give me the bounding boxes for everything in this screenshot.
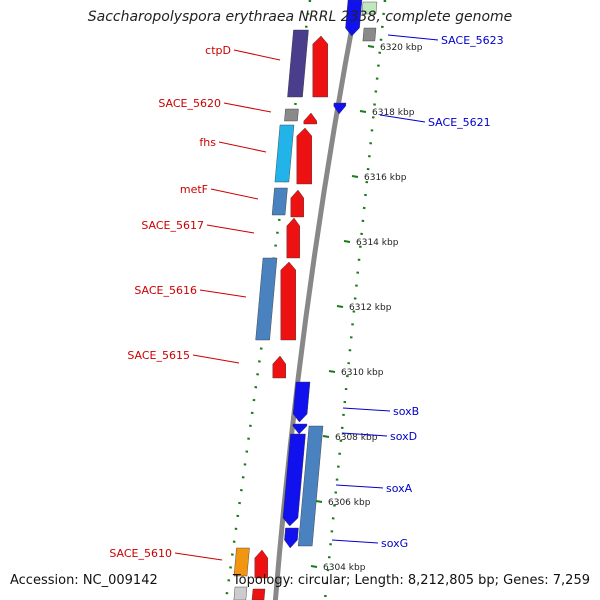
gene-label-left: metF [180, 183, 208, 196]
gene-soxG-tail [284, 527, 299, 549]
gene-ctpD [312, 35, 328, 98]
tick-mark [315, 500, 323, 503]
tick-label: 6314 kbp [356, 238, 399, 248]
gene-label-left: SACE_5617 [141, 219, 204, 232]
gene-soxA [282, 433, 306, 527]
gene-features [233, 0, 378, 600]
gene-label-right: soxA [386, 482, 413, 495]
gene-label-left: ctpD [205, 44, 231, 57]
gene-label-right: soxD [390, 430, 417, 443]
gene-metF [290, 189, 304, 218]
tick-mark [322, 435, 330, 438]
gene-SACE_5610-cds [233, 547, 250, 577]
gene-bottom-gray [233, 586, 248, 600]
gene-SACE_5617 [286, 217, 300, 259]
gene-SACE_5623-small [362, 27, 377, 42]
tick-label: 6304 kbp [323, 563, 366, 573]
gene-label-left: SACE_5615 [127, 349, 190, 362]
tick-mark [351, 175, 359, 178]
gene-SACE_5621 [333, 102, 347, 115]
gene-label-left: SACE_5620 [158, 97, 221, 110]
gene-bottom-red [251, 588, 266, 600]
genome-backbone [272, 0, 360, 600]
tick-mark [359, 110, 367, 113]
gene-SACE_5620-cds [284, 108, 299, 122]
gene-label-right: soxB [393, 405, 419, 418]
gene-SACE_5615 [272, 355, 286, 379]
gene-soxB [292, 381, 311, 423]
topology-text: Topology: circular; Length: 8,212,805 bp… [232, 573, 590, 588]
leader-line-left [233, 49, 281, 61]
leader-line-left [218, 141, 267, 153]
tick-mark [336, 305, 344, 308]
gene-fhs [296, 127, 312, 185]
gene-SACE_5623 [345, 0, 363, 37]
tick-label: 6306 kbp [328, 498, 371, 508]
tick-label: 6310 kbp [341, 368, 384, 378]
gene-SACE_5623-cds [361, 1, 378, 15]
gene-label-left: fhs [199, 136, 216, 149]
leader-line-right [387, 34, 439, 41]
gene-label-left: SACE_5616 [134, 284, 197, 297]
gene-label-left: SACE_5610 [109, 547, 172, 560]
gene-fhs-cds [274, 124, 295, 183]
tick-mark [328, 370, 336, 373]
gene-SACE_5616 [280, 261, 296, 341]
leader-line-left [210, 188, 259, 200]
leader-line-right [342, 407, 391, 412]
tick-label: 6320 kbp [380, 43, 423, 53]
gene-label-right: SACE_5621 [428, 116, 491, 129]
gene-ctpD-cds [287, 29, 309, 98]
gene-soxD [292, 423, 308, 435]
leader-line-right [331, 539, 379, 544]
leader-line-left [206, 224, 255, 234]
tick-label: 6316 kbp [364, 173, 407, 183]
leader-line-left [199, 289, 247, 298]
leader-line-left [223, 102, 272, 113]
tick-mark [310, 565, 318, 568]
gene-SACE_5616-cds [255, 257, 278, 341]
gene-SACE_5610 [254, 549, 268, 579]
inner-dot-guide [323, 0, 387, 600]
tick-mark [367, 45, 375, 48]
tick-mark [343, 240, 351, 243]
leader-line-left [174, 552, 223, 561]
gene-soxG [297, 425, 324, 547]
gene-label-right: soxG [381, 537, 408, 550]
kbp-ticks: 6320 kbp 6318 kbp 6316 kbp 6314 kbp 6312 kbp… [310, 43, 423, 573]
tick-label: 6318 kbp [372, 108, 415, 118]
accession-text: Accession: NC_009142 [10, 573, 158, 588]
leader-line-left [192, 354, 240, 364]
map-title: Saccharopolyspora erythraea NRRL 2338, c… [87, 9, 513, 25]
leader-line-right [335, 484, 384, 489]
gene-label-right: SACE_5623 [441, 34, 504, 47]
leader-line-right [379, 114, 426, 123]
gene-SACE_5620 [303, 112, 317, 125]
tick-label: 6312 kbp [349, 303, 392, 313]
leader-line-right [341, 432, 388, 437]
gene-metF-cds [271, 187, 288, 216]
tick-label: 6308 kbp [335, 433, 378, 443]
